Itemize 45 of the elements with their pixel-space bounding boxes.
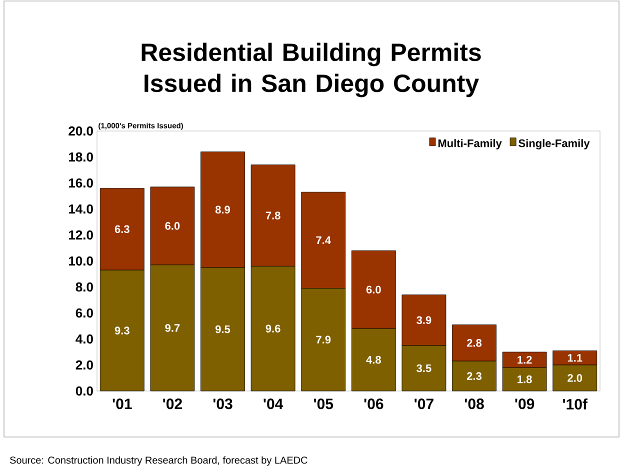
legend-label: Multi-Family	[438, 139, 502, 150]
data-label: 4.8	[366, 356, 381, 364]
data-label: 9.5	[215, 325, 230, 334]
y-tick-label: 6.0	[76, 308, 93, 318]
data-label: 1.2	[518, 356, 532, 364]
y-tick-label: 20.0	[68, 126, 93, 136]
x-tick-label: '06	[364, 398, 384, 410]
legend-label: Single-Family	[518, 139, 590, 150]
x-tick-label: '04	[264, 398, 284, 410]
y-tick-label: 10.0	[68, 256, 93, 266]
x-tick-label: '08	[464, 398, 484, 410]
x-tick-label: '10f	[563, 398, 588, 410]
data-label: 2.0	[568, 374, 582, 382]
data-label: 9.3	[114, 326, 130, 334]
x-tick-label: '01	[112, 398, 132, 410]
x-tick-label: '02	[163, 398, 182, 410]
data-label: 8.9	[215, 206, 230, 214]
source-note: Source: Construction Industry Research Board, forecast by LAEDC	[10, 456, 308, 466]
y-tick-label: 12.0	[68, 230, 93, 240]
x-tick-label: '07	[414, 398, 434, 410]
data-label: 1.1	[568, 354, 582, 362]
x-tick-label: '03	[213, 398, 232, 410]
x-tick-label: '09	[515, 398, 534, 410]
data-label: 9.6	[266, 324, 280, 332]
chart-title: Residential Building Permits Issued in San Diego County	[142, 42, 481, 98]
data-label: 7.9	[316, 336, 331, 344]
x-tick-label: '05	[314, 398, 334, 410]
y-tick-label: 18.0	[68, 152, 93, 162]
data-label: 3.5	[416, 364, 432, 372]
y-tick-label: 0.0	[76, 386, 93, 396]
data-label: 6.3	[114, 225, 130, 234]
data-label: 6.0	[366, 286, 381, 294]
y-tick-label: 16.0	[68, 178, 93, 188]
data-label: 1.8	[518, 375, 532, 384]
data-label: 7.8	[266, 212, 280, 220]
data-label: 7.4	[316, 236, 331, 244]
data-label: 6.0	[165, 222, 180, 230]
y-tick-label: 4.0	[76, 334, 93, 344]
data-label: 3.9	[416, 316, 432, 324]
y-tick-label: 2.0	[76, 360, 93, 370]
y-tick-label: 14.0	[68, 204, 93, 214]
data-label: 9.7	[165, 324, 180, 332]
data-label: 2.3	[466, 372, 482, 380]
data-label: 2.8	[466, 339, 482, 347]
y-tick-label: 8.0	[76, 282, 93, 292]
